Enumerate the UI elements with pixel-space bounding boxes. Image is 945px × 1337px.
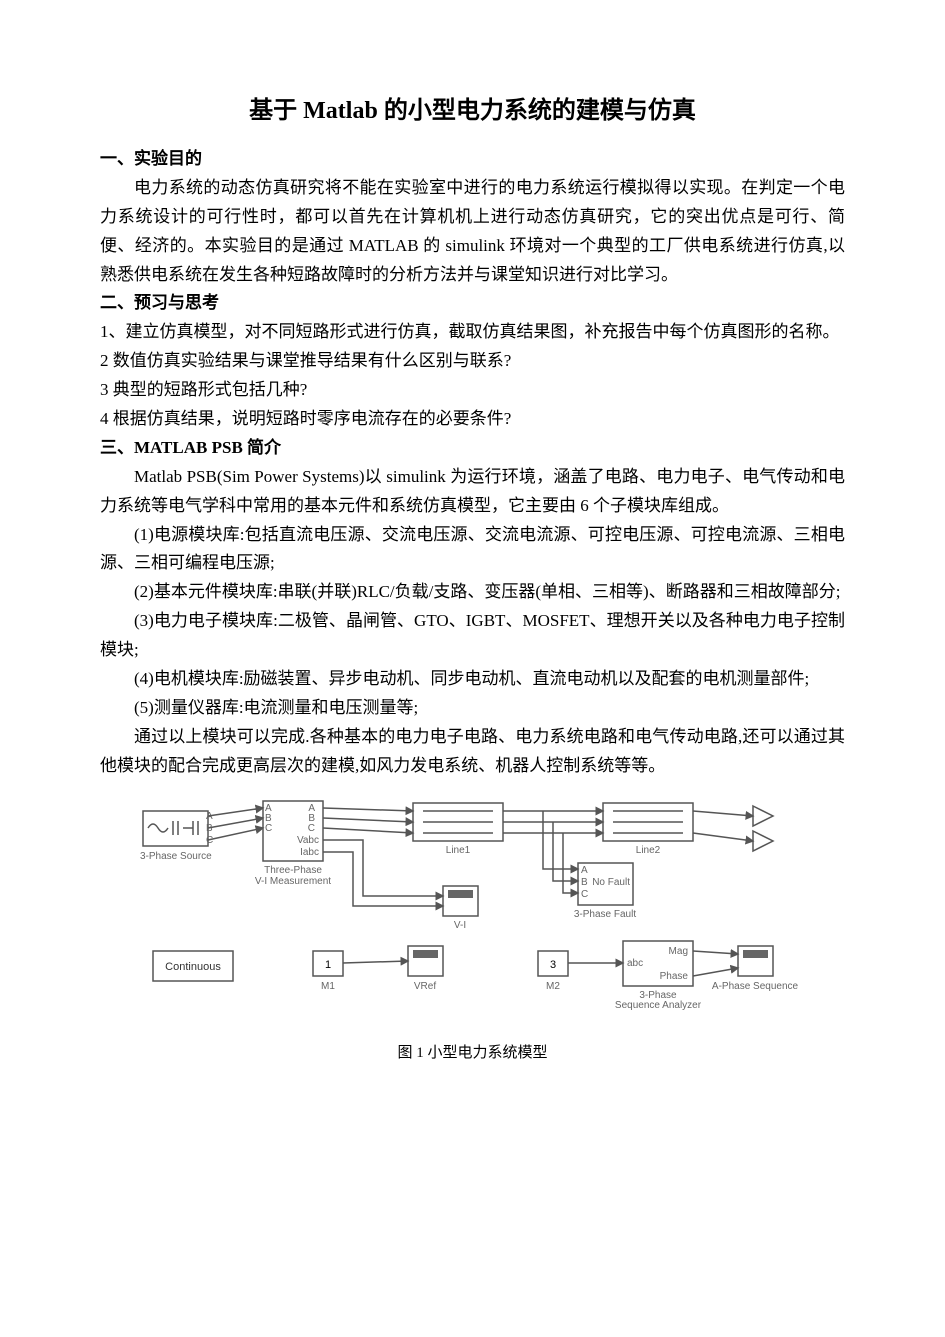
svg-text:B: B [581, 877, 588, 888]
vi-label: V-I [453, 920, 465, 931]
section-3-heading: 三、MATLAB PSB 简介 [100, 434, 845, 463]
continuous-label: Continuous [165, 961, 221, 973]
svg-text:3: 3 [549, 959, 555, 971]
section-2-heading: 二、预习与思考 [100, 289, 845, 318]
svg-text:C: C [307, 823, 314, 834]
section-3-p1: Matlab PSB(Sim Power Systems)以 simulink … [100, 463, 845, 521]
preview-q2: 2 数值仿真实验结果与课堂推导结果有什么区别与联系? [100, 347, 845, 376]
vref-label: VRef [413, 981, 435, 992]
figure-1-diagram: A B C 3-Phase Source A B C A B C Vabc Ia… [100, 791, 845, 1021]
svg-text:Mag: Mag [668, 946, 687, 957]
svg-text:Phase: Phase [659, 971, 688, 982]
preview-q4: 4 根据仿真结果，说明短路时零序电流存在的必要条件? [100, 405, 845, 434]
page-title: 基于 Matlab 的小型电力系统的建模与仿真 [100, 90, 845, 125]
svg-text:A: A [581, 865, 588, 876]
svg-text:1: 1 [324, 959, 330, 971]
m1-label: M1 [321, 981, 335, 992]
figure-1-caption: 图 1 小型电力系统模型 [100, 1041, 845, 1062]
svg-text:No Fault: No Fault [592, 877, 630, 888]
section-1-paragraph: 电力系统的动态仿真研究将不能在实验室中进行的电力系统运行模拟得以实现。在判定一个… [100, 174, 845, 290]
measure-label-2: V-I Measurement [254, 876, 330, 887]
line1-label: Line1 [445, 845, 470, 856]
source-label: 3-Phase Source [140, 851, 212, 862]
section-3-p2: 通过以上模块可以完成.各种基本的电力电子电路、电力系统电路和电气传动电路,还可以… [100, 723, 845, 781]
preview-q3: 3 典型的短路形式包括几种? [100, 376, 845, 405]
fault-label: 3-Phase Fault [573, 909, 635, 920]
m2-label: M2 [546, 981, 560, 992]
section-3-li2: (2)基本元件模块库:串联(并联)RLC/负载/支路、变压器(单相、三相等)、断… [100, 578, 845, 607]
section-3-li1: (1)电源模块库:包括直流电压源、交流电压源、交流电流源、可控电压源、可控电流源… [100, 521, 845, 579]
section-3-li4: (4)电机模块库:励磁装置、异步电动机、同步电动机、直流电动机以及配套的电机测量… [100, 665, 845, 694]
section-3-li5: (5)测量仪器库:电流测量和电压测量等; [100, 694, 845, 723]
measure-label-1: Three-Phase [264, 865, 322, 876]
port-c: C [206, 835, 213, 846]
seq-label: A-Phase Sequence [711, 981, 798, 992]
svg-text:Iabc: Iabc [300, 847, 319, 858]
section-1-heading: 一、实验目的 [100, 145, 845, 174]
svg-text:Vabc: Vabc [296, 835, 318, 846]
preview-q1: 1、建立仿真模型，对不同短路形式进行仿真，截取仿真结果图，补充报告中每个仿真图形… [100, 318, 845, 347]
svg-text:C: C [265, 823, 272, 834]
port-b: B [206, 823, 213, 834]
section-3-li3: (3)电力电子模块库:二极管、晶闸管、GTO、IGBT、MOSFET、理想开关以… [100, 607, 845, 665]
svg-text:Sequence Analyzer: Sequence Analyzer [614, 1000, 701, 1011]
line2-label: Line2 [635, 845, 660, 856]
svg-text:abc: abc [627, 958, 643, 969]
svg-text:C: C [581, 889, 588, 900]
